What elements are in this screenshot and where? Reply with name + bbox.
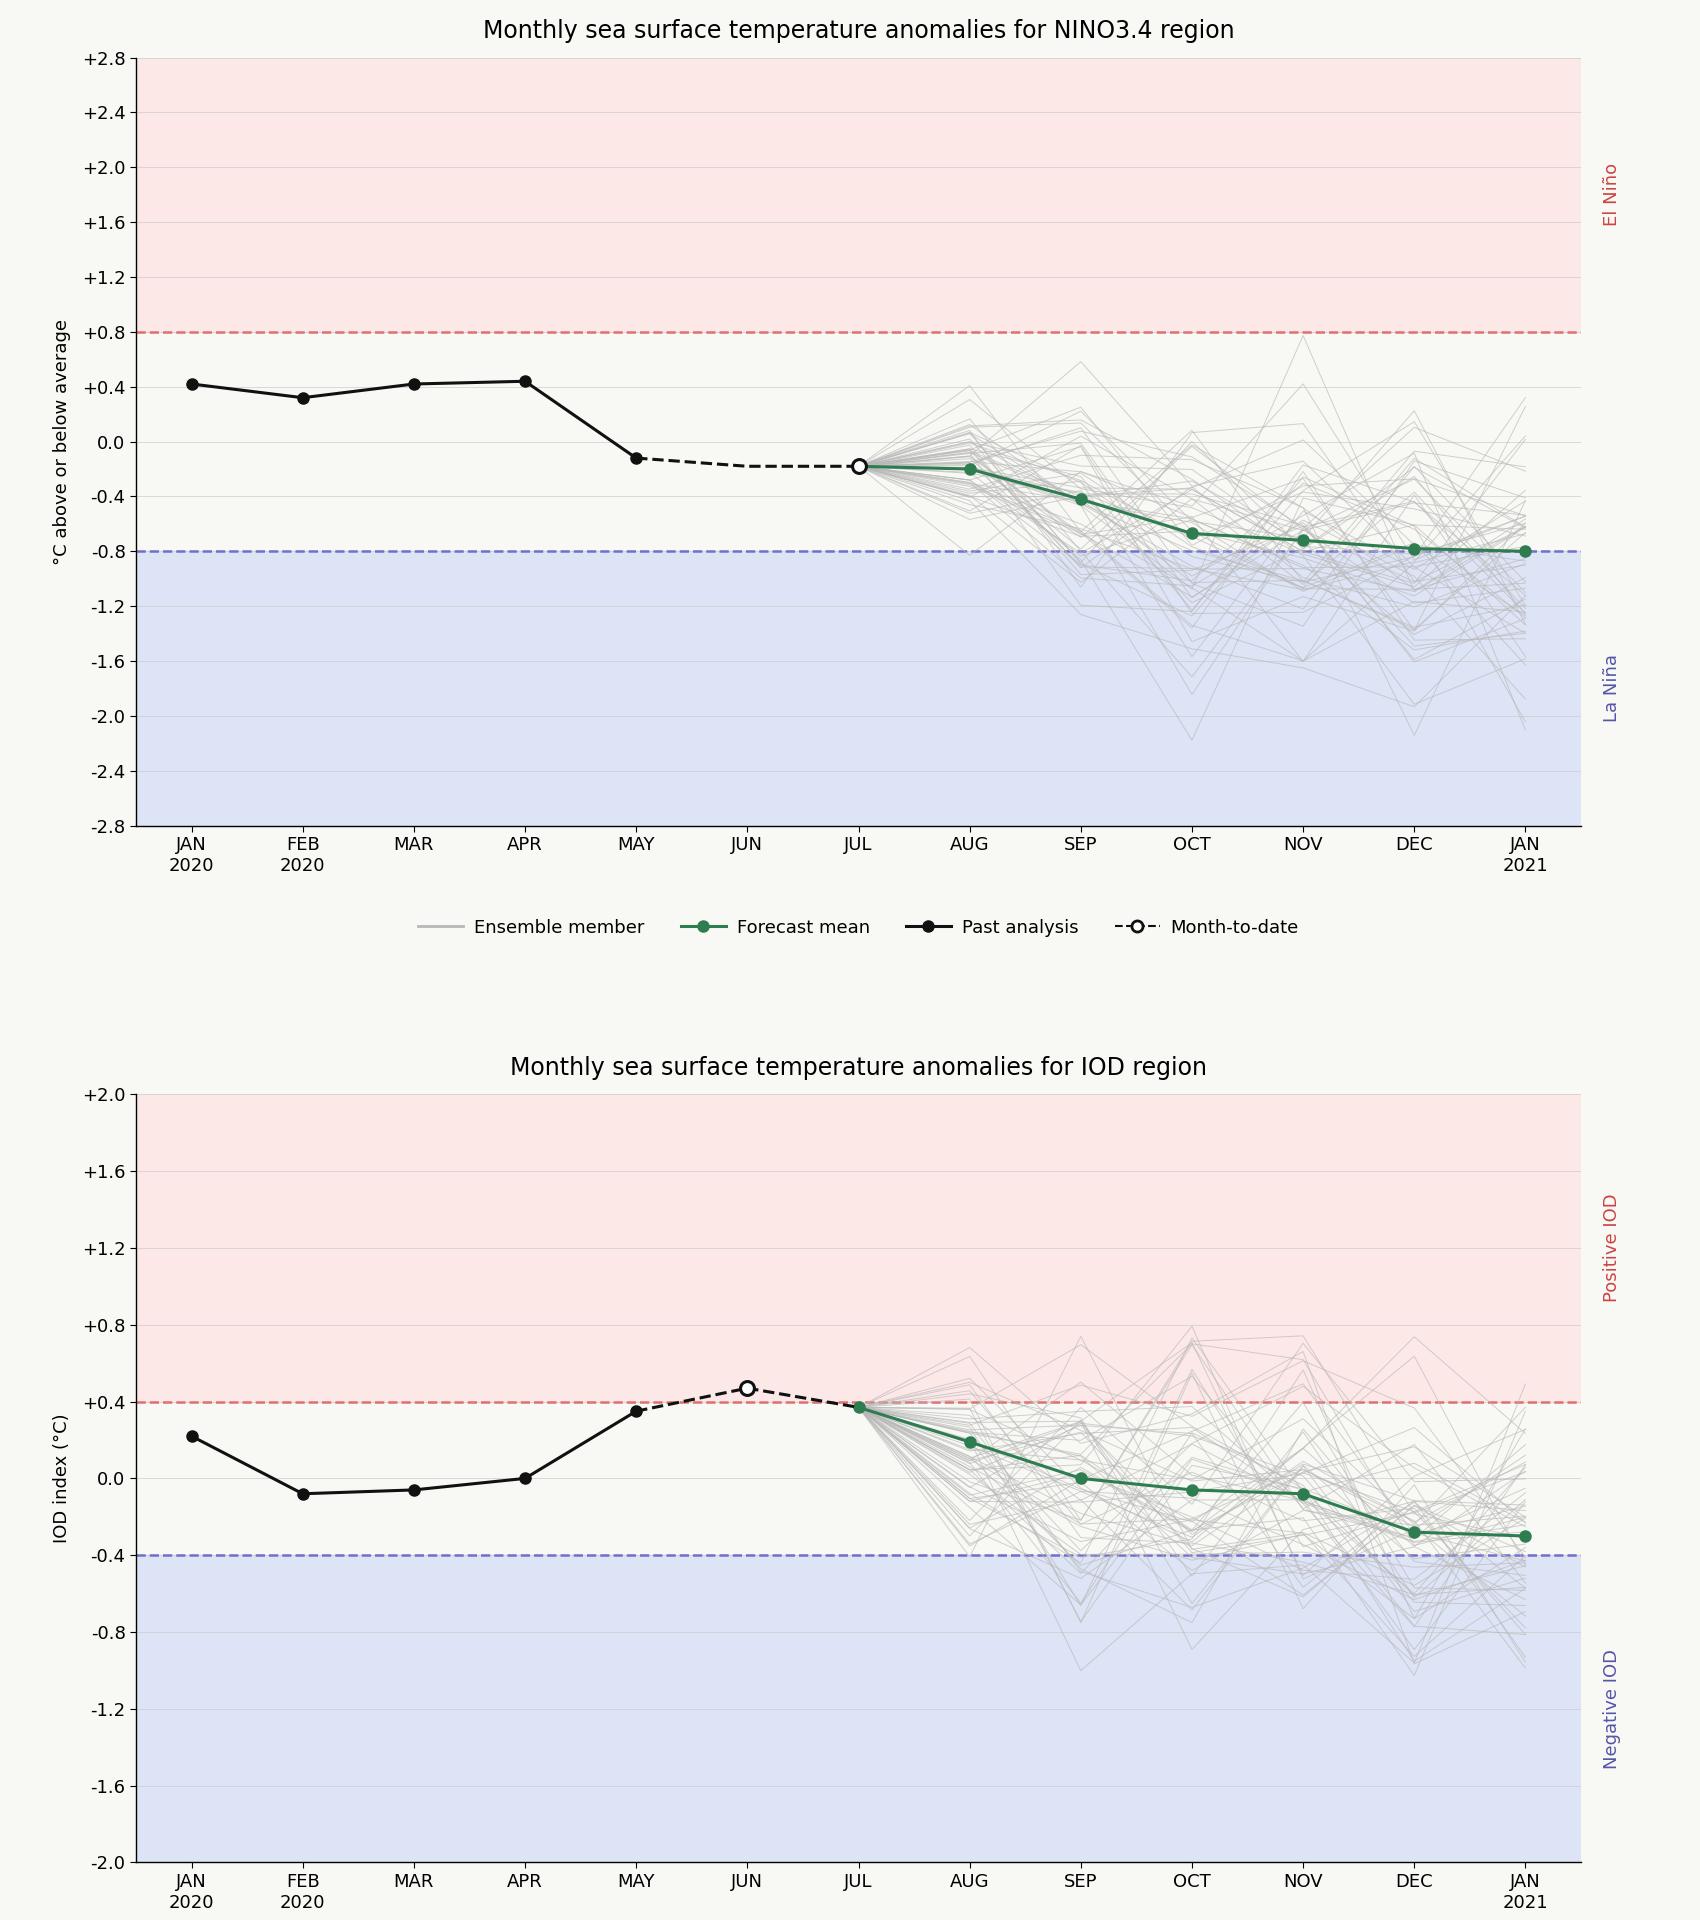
Y-axis label: °C above or below average: °C above or below average xyxy=(53,319,71,564)
Bar xyxy=(136,58,1581,332)
Text: La Niña: La Niña xyxy=(1603,655,1620,722)
Text: Negative IOD: Negative IOD xyxy=(1603,1649,1620,1768)
Legend: Ensemble member, Forecast mean, Past analysis, Month-to-date: Ensemble member, Forecast mean, Past ana… xyxy=(411,912,1306,945)
Title: Monthly sea surface temperature anomalies for IOD region: Monthly sea surface temperature anomalie… xyxy=(510,1056,1207,1079)
Title: Monthly sea surface temperature anomalies for NINO3.4 region: Monthly sea surface temperature anomalie… xyxy=(483,19,1234,42)
Text: Positive IOD: Positive IOD xyxy=(1603,1194,1620,1302)
Bar xyxy=(136,1555,1581,1862)
Bar xyxy=(136,1094,1581,1402)
Bar xyxy=(136,551,1581,826)
Y-axis label: IOD index (°C): IOD index (°C) xyxy=(53,1413,71,1544)
Text: El Niño: El Niño xyxy=(1603,163,1620,227)
